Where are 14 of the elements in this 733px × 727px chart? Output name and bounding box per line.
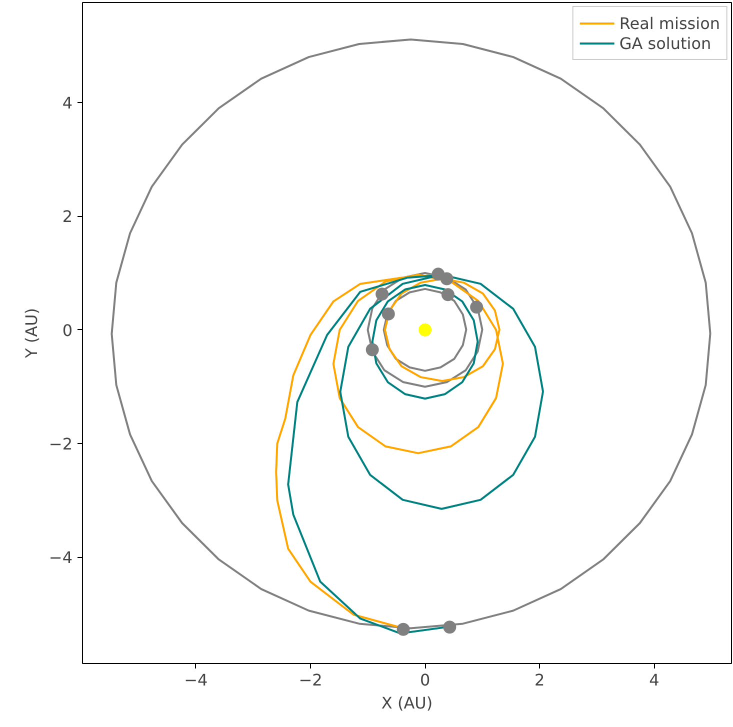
- y-tick-label: 2: [62, 207, 73, 226]
- y-tick-label: 0: [62, 320, 73, 340]
- y-axis-title: Y (AU): [22, 308, 41, 359]
- legend-label: GA solution: [619, 34, 712, 52]
- x-tick-label: 2: [534, 670, 545, 690]
- y-tick-label: −4: [48, 548, 73, 568]
- x-tick-label: 0: [420, 670, 430, 690]
- x-tick-label: −4: [184, 670, 208, 690]
- x-tick-label: −2: [298, 670, 322, 690]
- y-tick-label: 4: [62, 94, 73, 113]
- legend-label: Real mission: [619, 14, 720, 32]
- y-tick-label: −2: [48, 434, 73, 454]
- x-tick-label: 4: [649, 670, 660, 690]
- x-axis-title: X (AU): [381, 694, 433, 712]
